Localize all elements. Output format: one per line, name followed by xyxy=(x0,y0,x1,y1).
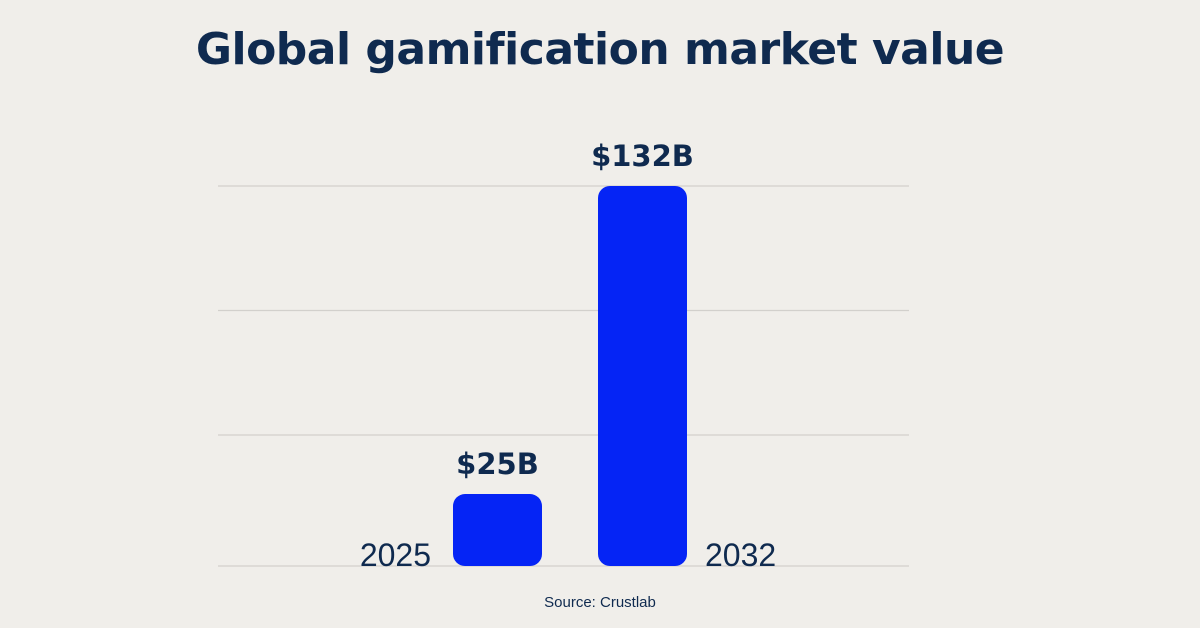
labels: $25B 2025 $132B 2032 xyxy=(360,139,776,573)
bar-2032 xyxy=(598,186,687,566)
bar-2025 xyxy=(453,494,542,566)
category-label-2032: 2032 xyxy=(705,537,776,573)
value-label-2032: $132B xyxy=(591,139,694,173)
source-note: Source: Crustlab xyxy=(544,594,656,611)
value-label-2025: $25B xyxy=(456,447,539,481)
grid-lines xyxy=(218,185,909,567)
bars xyxy=(453,186,687,566)
category-label-2025: 2025 xyxy=(360,537,431,573)
chart-title: Global gamification market value xyxy=(195,24,1005,75)
